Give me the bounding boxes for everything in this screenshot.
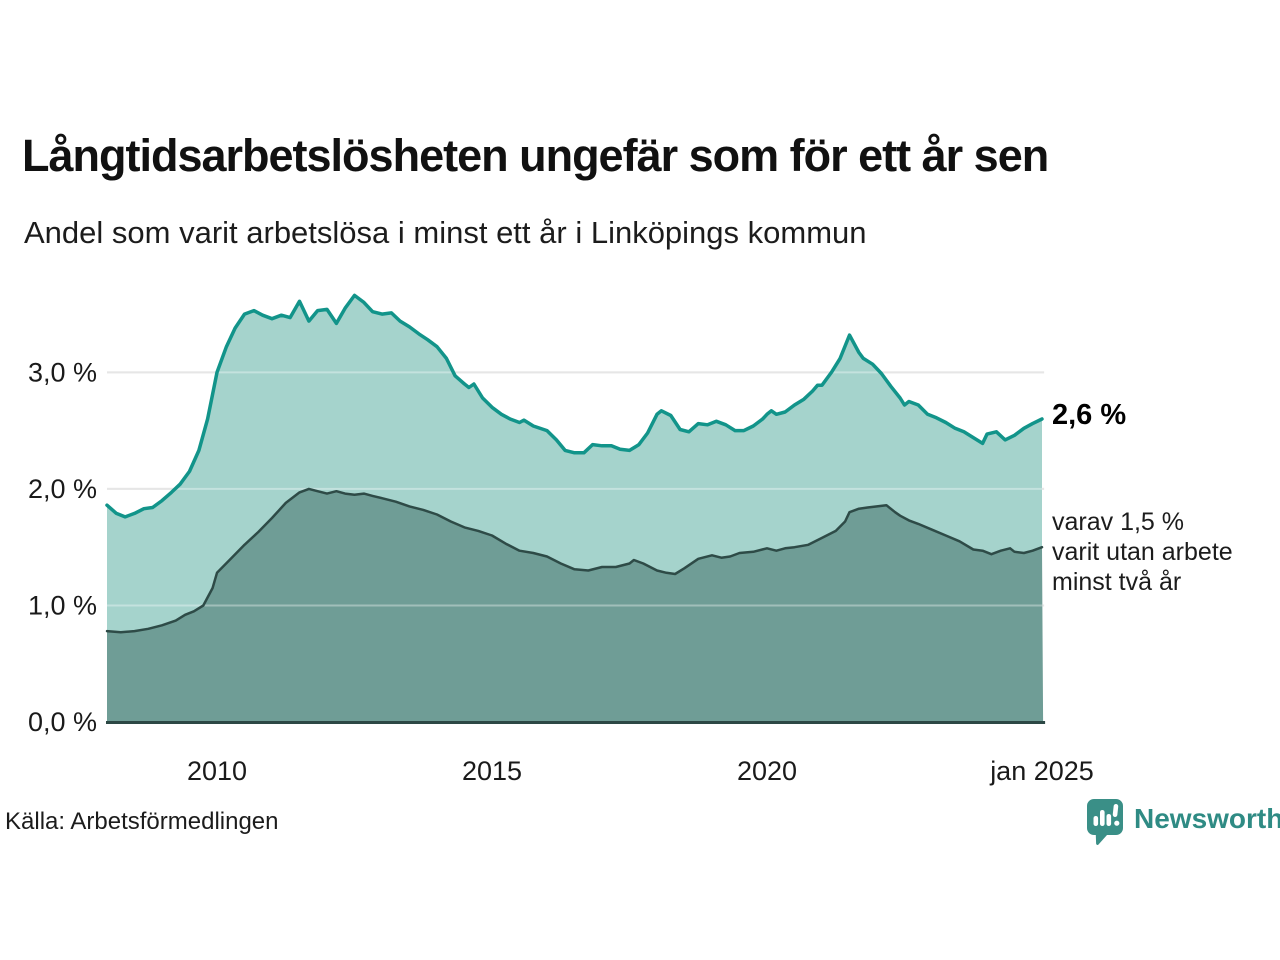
y-axis-label: 2,0 % (28, 474, 97, 504)
secondary-annotation-line2: varit utan arbete (1052, 538, 1233, 566)
x-axis-label: 2020 (737, 756, 797, 786)
x-axis-label: jan 2025 (989, 756, 1094, 786)
y-axis-label: 3,0 % (28, 357, 97, 387)
y-axis-label: 0,0 % (28, 707, 97, 737)
area-minst-ett-ar (107, 295, 1042, 633)
chart-title: Långtidsarbetslösheten ungefär som för e… (22, 130, 1049, 181)
source-credit: Källa: Arbetsförmedlingen (5, 808, 279, 835)
secondary-annotation-line1: varav 1,5 % (1052, 508, 1185, 536)
line-minst-ett-ar (105, 293, 1044, 519)
newsworthy-wordmark: Newsworthy (1134, 803, 1280, 834)
x-axis-label: 2010 (187, 756, 247, 786)
area-minst-tva-ar (107, 488, 1044, 722)
latest-value-annotation: 2,6 % (1052, 399, 1127, 431)
line-minst-tva-ar (105, 487, 1044, 634)
newsworthy-logo-icon (1085, 797, 1125, 850)
chart-subtitle: Andel som varit arbetslösa i minst ett å… (24, 215, 867, 250)
newsworthy-brand: Newsworthy (1085, 797, 1280, 850)
x-axis-label: 2015 (462, 756, 522, 786)
y-axis-label: 1,0 % (28, 590, 97, 620)
secondary-annotation-line3: minst två år (1052, 568, 1182, 596)
secondary-annotation: varav 1,5 % varit utan arbete minst två … (1052, 507, 1233, 597)
